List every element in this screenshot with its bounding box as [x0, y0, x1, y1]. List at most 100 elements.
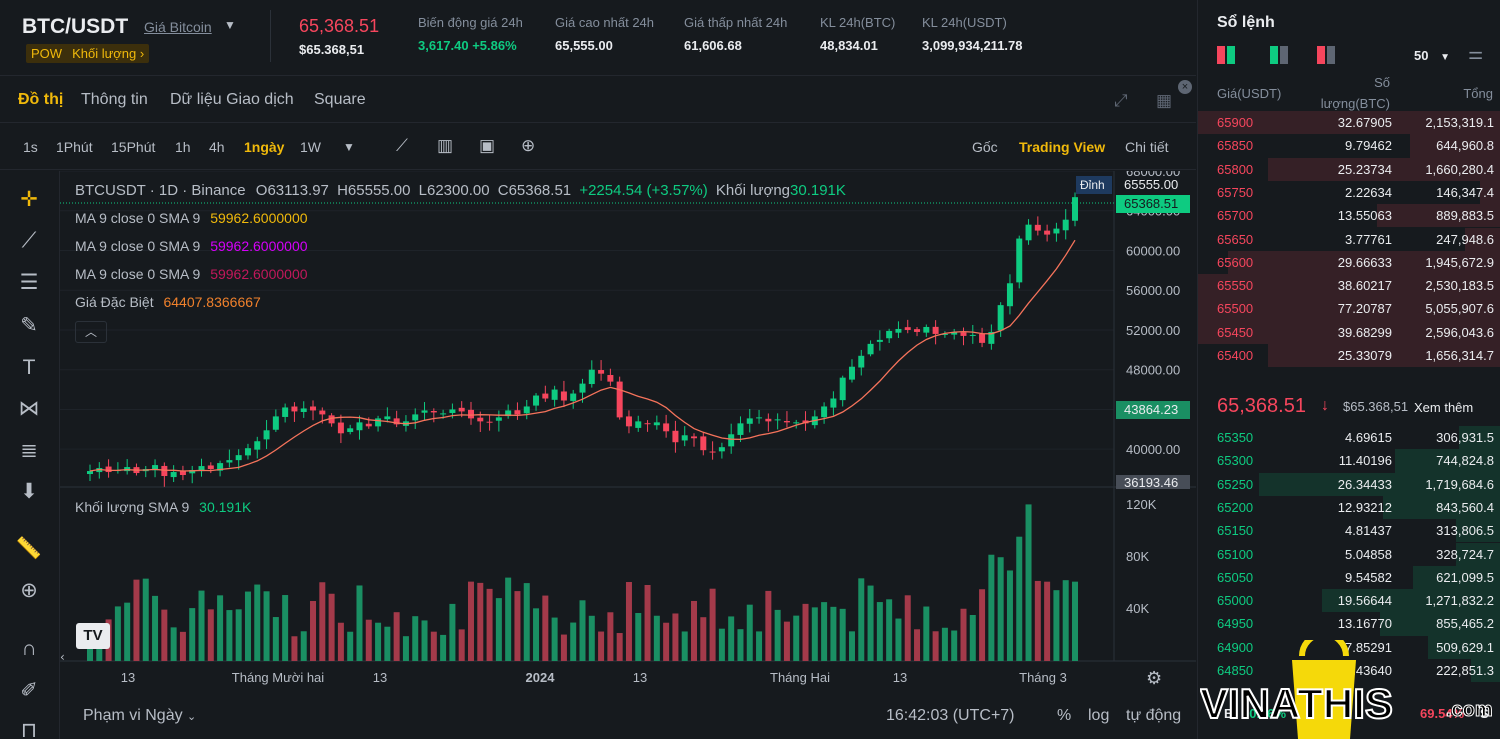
auto-toggle[interactable]: tự động	[1126, 707, 1182, 724]
volume-bar	[402, 636, 409, 661]
ask-row[interactable]: 65550 38.60217 2,530,183.5	[1198, 274, 1500, 298]
ask-row[interactable]: 65700 13.55063 889,883.5	[1198, 204, 1500, 228]
stat-label: KL 24h(BTC)	[820, 15, 896, 30]
magnet-icon[interactable]: ∩	[21, 637, 37, 660]
candle-body	[607, 375, 614, 382]
ask-row[interactable]: 65600 29.66633 1,945,672.9	[1198, 250, 1500, 275]
trendline-icon[interactable]: ⟋	[21, 229, 37, 252]
close-icon[interactable]: ×	[1178, 80, 1192, 94]
price-chart[interactable]: 68000.0064000.0060000.0056000.0052000.00…	[60, 171, 1196, 739]
bid-row[interactable]: 65000 19.56644 1,271,832.2	[1198, 589, 1500, 613]
view-tradingview[interactable]: Trading View	[1019, 139, 1106, 155]
layout-grid-icon[interactable]: ▦	[1156, 91, 1173, 110]
bid-row[interactable]: 65350 4.69615 306,931.5	[1198, 426, 1500, 450]
bid-row[interactable]: 65250 26.34433 1,719,684.6	[1198, 472, 1500, 496]
settings-sliders-icon[interactable]: ⚌	[1468, 44, 1484, 63]
view-depth[interactable]: Chi tiết	[1125, 139, 1169, 155]
bid-row[interactable]: 65100 5.04858 328,724.7	[1198, 542, 1500, 566]
depth-bar	[1410, 134, 1500, 158]
timeframe-1h[interactable]: 1h	[175, 139, 191, 155]
ma-legend-1[interactable]: MA 9 close 0 SMA 9 59962.6000000	[75, 210, 308, 226]
timeframe-dropdown-icon[interactable]: ▼	[343, 140, 355, 154]
text-icon[interactable]: T	[22, 356, 36, 379]
horizontal-lines-icon[interactable]: ☰	[19, 271, 39, 294]
ask-row[interactable]: 65450 39.68299 2,596,043.6	[1198, 320, 1500, 344]
pow-tag[interactable]: POW	[31, 46, 63, 61]
book-bids-icon[interactable]	[1270, 46, 1288, 64]
volume-tag[interactable]: Khối lượng ›	[72, 46, 145, 61]
timeframe-15m[interactable]: 15Phút	[111, 139, 156, 155]
candlestick-chart-svg[interactable]: 68000.0064000.0060000.0056000.0052000.00…	[60, 171, 1196, 739]
candle-body	[839, 377, 846, 401]
candle-type-icon[interactable]: ▥	[437, 136, 454, 155]
bid-row[interactable]: 64900 7.85291 509,629.1	[1198, 635, 1500, 659]
depth-select[interactable]: 50 ▼	[1414, 48, 1450, 63]
stat-low-24h: Giá thấp nhất 24h 61,606.68	[684, 15, 787, 53]
logo-suffix: .com	[1446, 699, 1493, 721]
gear-icon[interactable]: ⚙	[1146, 668, 1162, 689]
chart-tabs: Đồ thị Thông tin Dữ liệu Giao dịch Squar…	[0, 77, 1196, 123]
symbol-title[interactable]: BTC/USDT	[22, 15, 129, 38]
fib-icon[interactable]: ≣	[20, 439, 38, 462]
ask-row[interactable]: 65400 25.33079 1,656,314.7	[1198, 344, 1500, 368]
tab-chart[interactable]: Đồ thị	[18, 91, 64, 108]
ma-label: MA 9 close 0 SMA 9	[75, 238, 201, 254]
range-selector[interactable]: Phạm vi Ngày ⌄	[83, 707, 196, 725]
collapse-legend-button[interactable]: ︿	[75, 321, 107, 343]
zoom-in-icon[interactable]: ⊕	[20, 579, 38, 602]
tab-info[interactable]: Thông tin	[81, 91, 148, 108]
timeframe-1s[interactable]: 1s	[23, 139, 38, 155]
arrow-down-icon[interactable]: ⬇	[20, 480, 38, 503]
high-value-label: 65555.00	[1124, 177, 1178, 192]
tab-square[interactable]: Square	[314, 91, 366, 108]
candle-body	[997, 305, 1004, 331]
ask-row[interactable]: 65500 77.20787 5,055,907.6	[1198, 297, 1500, 321]
ask-row[interactable]: 65900 32.67905 2,153,319.1	[1198, 111, 1500, 135]
coin-info-link[interactable]: Giá Bitcoin	[144, 19, 212, 35]
lock-draw-icon[interactable]: ✐	[20, 679, 38, 702]
symbol-dropdown-icon[interactable]: ▼	[224, 18, 236, 32]
camera-icon[interactable]: ▣	[479, 136, 496, 155]
ma-legend-3[interactable]: MA 9 close 0 SMA 9 59962.6000000	[75, 266, 308, 282]
candle-body	[1053, 228, 1060, 234]
bid-row[interactable]: 65300 11.40196 744,824.8	[1198, 449, 1500, 473]
timeframe-1d[interactable]: 1ngày	[244, 139, 285, 155]
indicators-icon[interactable]: ⟋	[396, 136, 408, 155]
row-total: 1,660,280.4	[1425, 161, 1494, 177]
volume-bar	[681, 631, 688, 661]
pattern-icon[interactable]: ⋈	[18, 397, 40, 420]
ask-row[interactable]: 65650 3.77761 247,948.6	[1198, 227, 1500, 251]
ask-row[interactable]: 65800 25.23734 1,660,280.4	[1198, 157, 1500, 181]
book-asks-icon[interactable]	[1317, 46, 1335, 64]
fullscreen-icon[interactable]: ⤢	[1114, 91, 1128, 110]
timeframe-1m[interactable]: 1Phút	[56, 139, 93, 155]
view-more-link[interactable]: Xem thêm	[1414, 400, 1474, 415]
timeframe-4h[interactable]: 4h	[209, 139, 225, 155]
row-total: 328,724.7	[1436, 546, 1494, 562]
candle-body	[960, 332, 967, 336]
ma-legend-2[interactable]: MA 9 close 0 SMA 9 59962.6000000	[75, 238, 308, 254]
bid-row[interactable]: 64950 13.16770 855,465.2	[1198, 612, 1500, 636]
bid-row[interactable]: 64850 3.43640 222,851.3	[1198, 659, 1500, 683]
brush-icon[interactable]: ✎	[20, 314, 38, 337]
timeframe-1w[interactable]: 1W	[300, 139, 321, 155]
view-original[interactable]: Gốc	[972, 139, 998, 155]
special-price-legend[interactable]: Giá Đặc Biệt 64407.8366667	[75, 294, 261, 310]
lock-icon[interactable]: ⊓	[20, 719, 38, 739]
bid-row[interactable]: 65050 9.54582 621,099.5	[1198, 565, 1500, 590]
bid-row[interactable]: 65200 12.93212 843,560.4	[1198, 495, 1500, 520]
log-toggle[interactable]: log	[1088, 707, 1110, 724]
bid-row[interactable]: 65150 4.81437 313,806.5	[1198, 519, 1500, 543]
crosshair-icon[interactable]: ✛	[20, 188, 38, 211]
ask-row[interactable]: 65850 9.79462 644,960.8	[1198, 134, 1500, 158]
candle-body	[895, 328, 902, 333]
add-icon[interactable]: ⊕	[521, 136, 536, 155]
legend-open: O63113.97	[255, 182, 329, 199]
row-qty: 9.54582	[1345, 569, 1392, 585]
percent-toggle[interactable]: %	[1057, 707, 1072, 724]
tab-trading-data[interactable]: Dữ liệu Giao dịch	[170, 91, 294, 108]
book-both-icon[interactable]	[1217, 46, 1235, 64]
candle-body	[412, 414, 419, 421]
ruler-icon[interactable]: 📏	[15, 537, 43, 560]
ask-row[interactable]: 65750 2.22634 146,347.4	[1198, 180, 1500, 205]
